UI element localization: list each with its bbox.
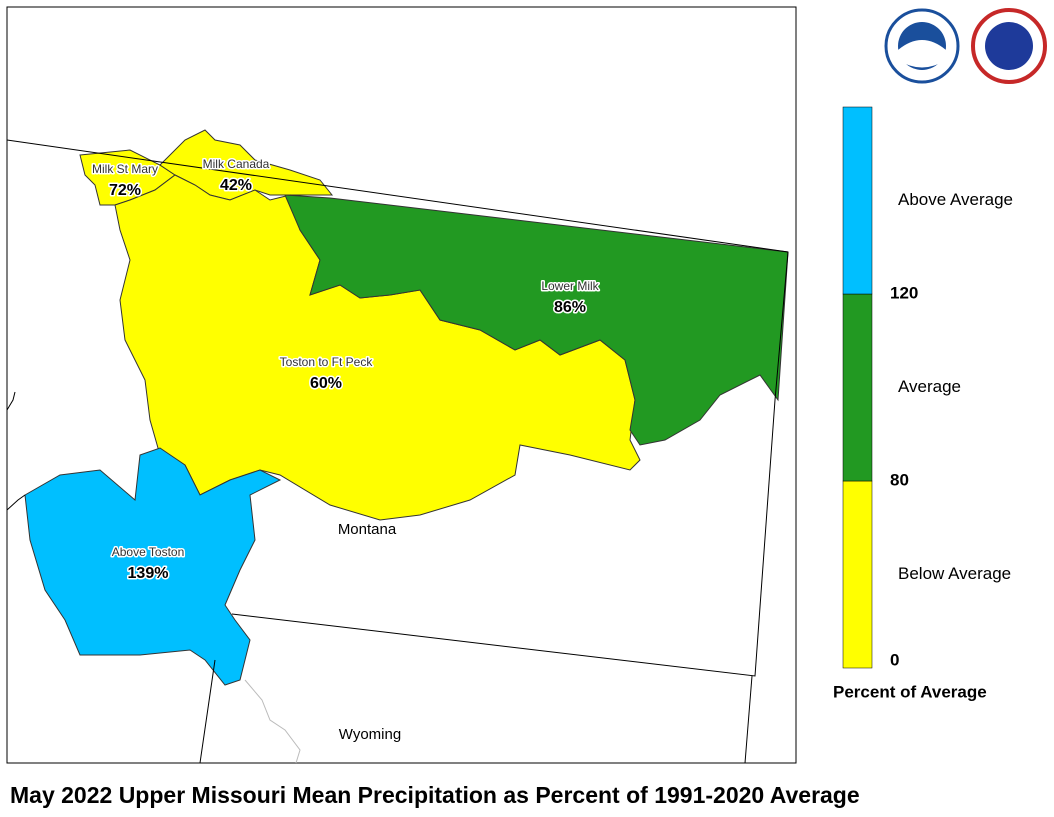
idaho-border	[6, 494, 26, 511]
legend-title: Percent of Average	[833, 682, 987, 701]
wyoming-west-border	[199, 659, 216, 764]
canada-border	[6, 139, 789, 253]
legend: Below Average Average Above Average 0 80 120	[842, 106, 1013, 669]
logos	[884, 8, 1047, 84]
wyoming-border	[744, 675, 753, 764]
legend-break: 120	[890, 283, 918, 302]
region-value: 86%	[554, 299, 586, 316]
place-label: Wyoming	[339, 726, 401, 743]
region-name: Lower Milk	[541, 279, 599, 293]
boundaries	[6, 139, 789, 764]
place-label: Montana	[338, 521, 397, 538]
river	[244, 679, 301, 764]
region-name: Above Toston	[112, 545, 185, 559]
region	[24, 447, 282, 686]
region	[284, 194, 789, 446]
region-name: Toston to Ft Peck	[280, 355, 374, 369]
region-value: 139%	[128, 565, 169, 582]
montana-border	[231, 251, 789, 677]
region-name: Milk Canada	[203, 157, 270, 171]
region-value: 42%	[220, 177, 252, 194]
legend-label: Below Average	[898, 564, 1011, 583]
legend-swatch	[842, 293, 873, 482]
title: May 2022 Upper Missouri Mean Precipitati…	[10, 782, 860, 808]
legend-swatch	[842, 480, 873, 669]
nws-logo-inner	[985, 22, 1033, 70]
labels: Milk St Mary 72% Milk Canada 42% Toston to F…	[91, 156, 602, 584]
region-value: 60%	[310, 375, 342, 392]
legend-label: Above Average	[898, 190, 1013, 209]
legend-swatch	[842, 106, 873, 295]
region-name: Milk St Mary	[92, 162, 158, 176]
legend-label: Average	[898, 377, 961, 396]
regions	[24, 129, 789, 686]
noaa-logo-gull	[898, 40, 946, 68]
idaho-border	[6, 391, 16, 411]
legend-break: 0	[890, 650, 899, 669]
legend-break: 80	[890, 470, 909, 489]
region-value: 72%	[109, 182, 141, 199]
